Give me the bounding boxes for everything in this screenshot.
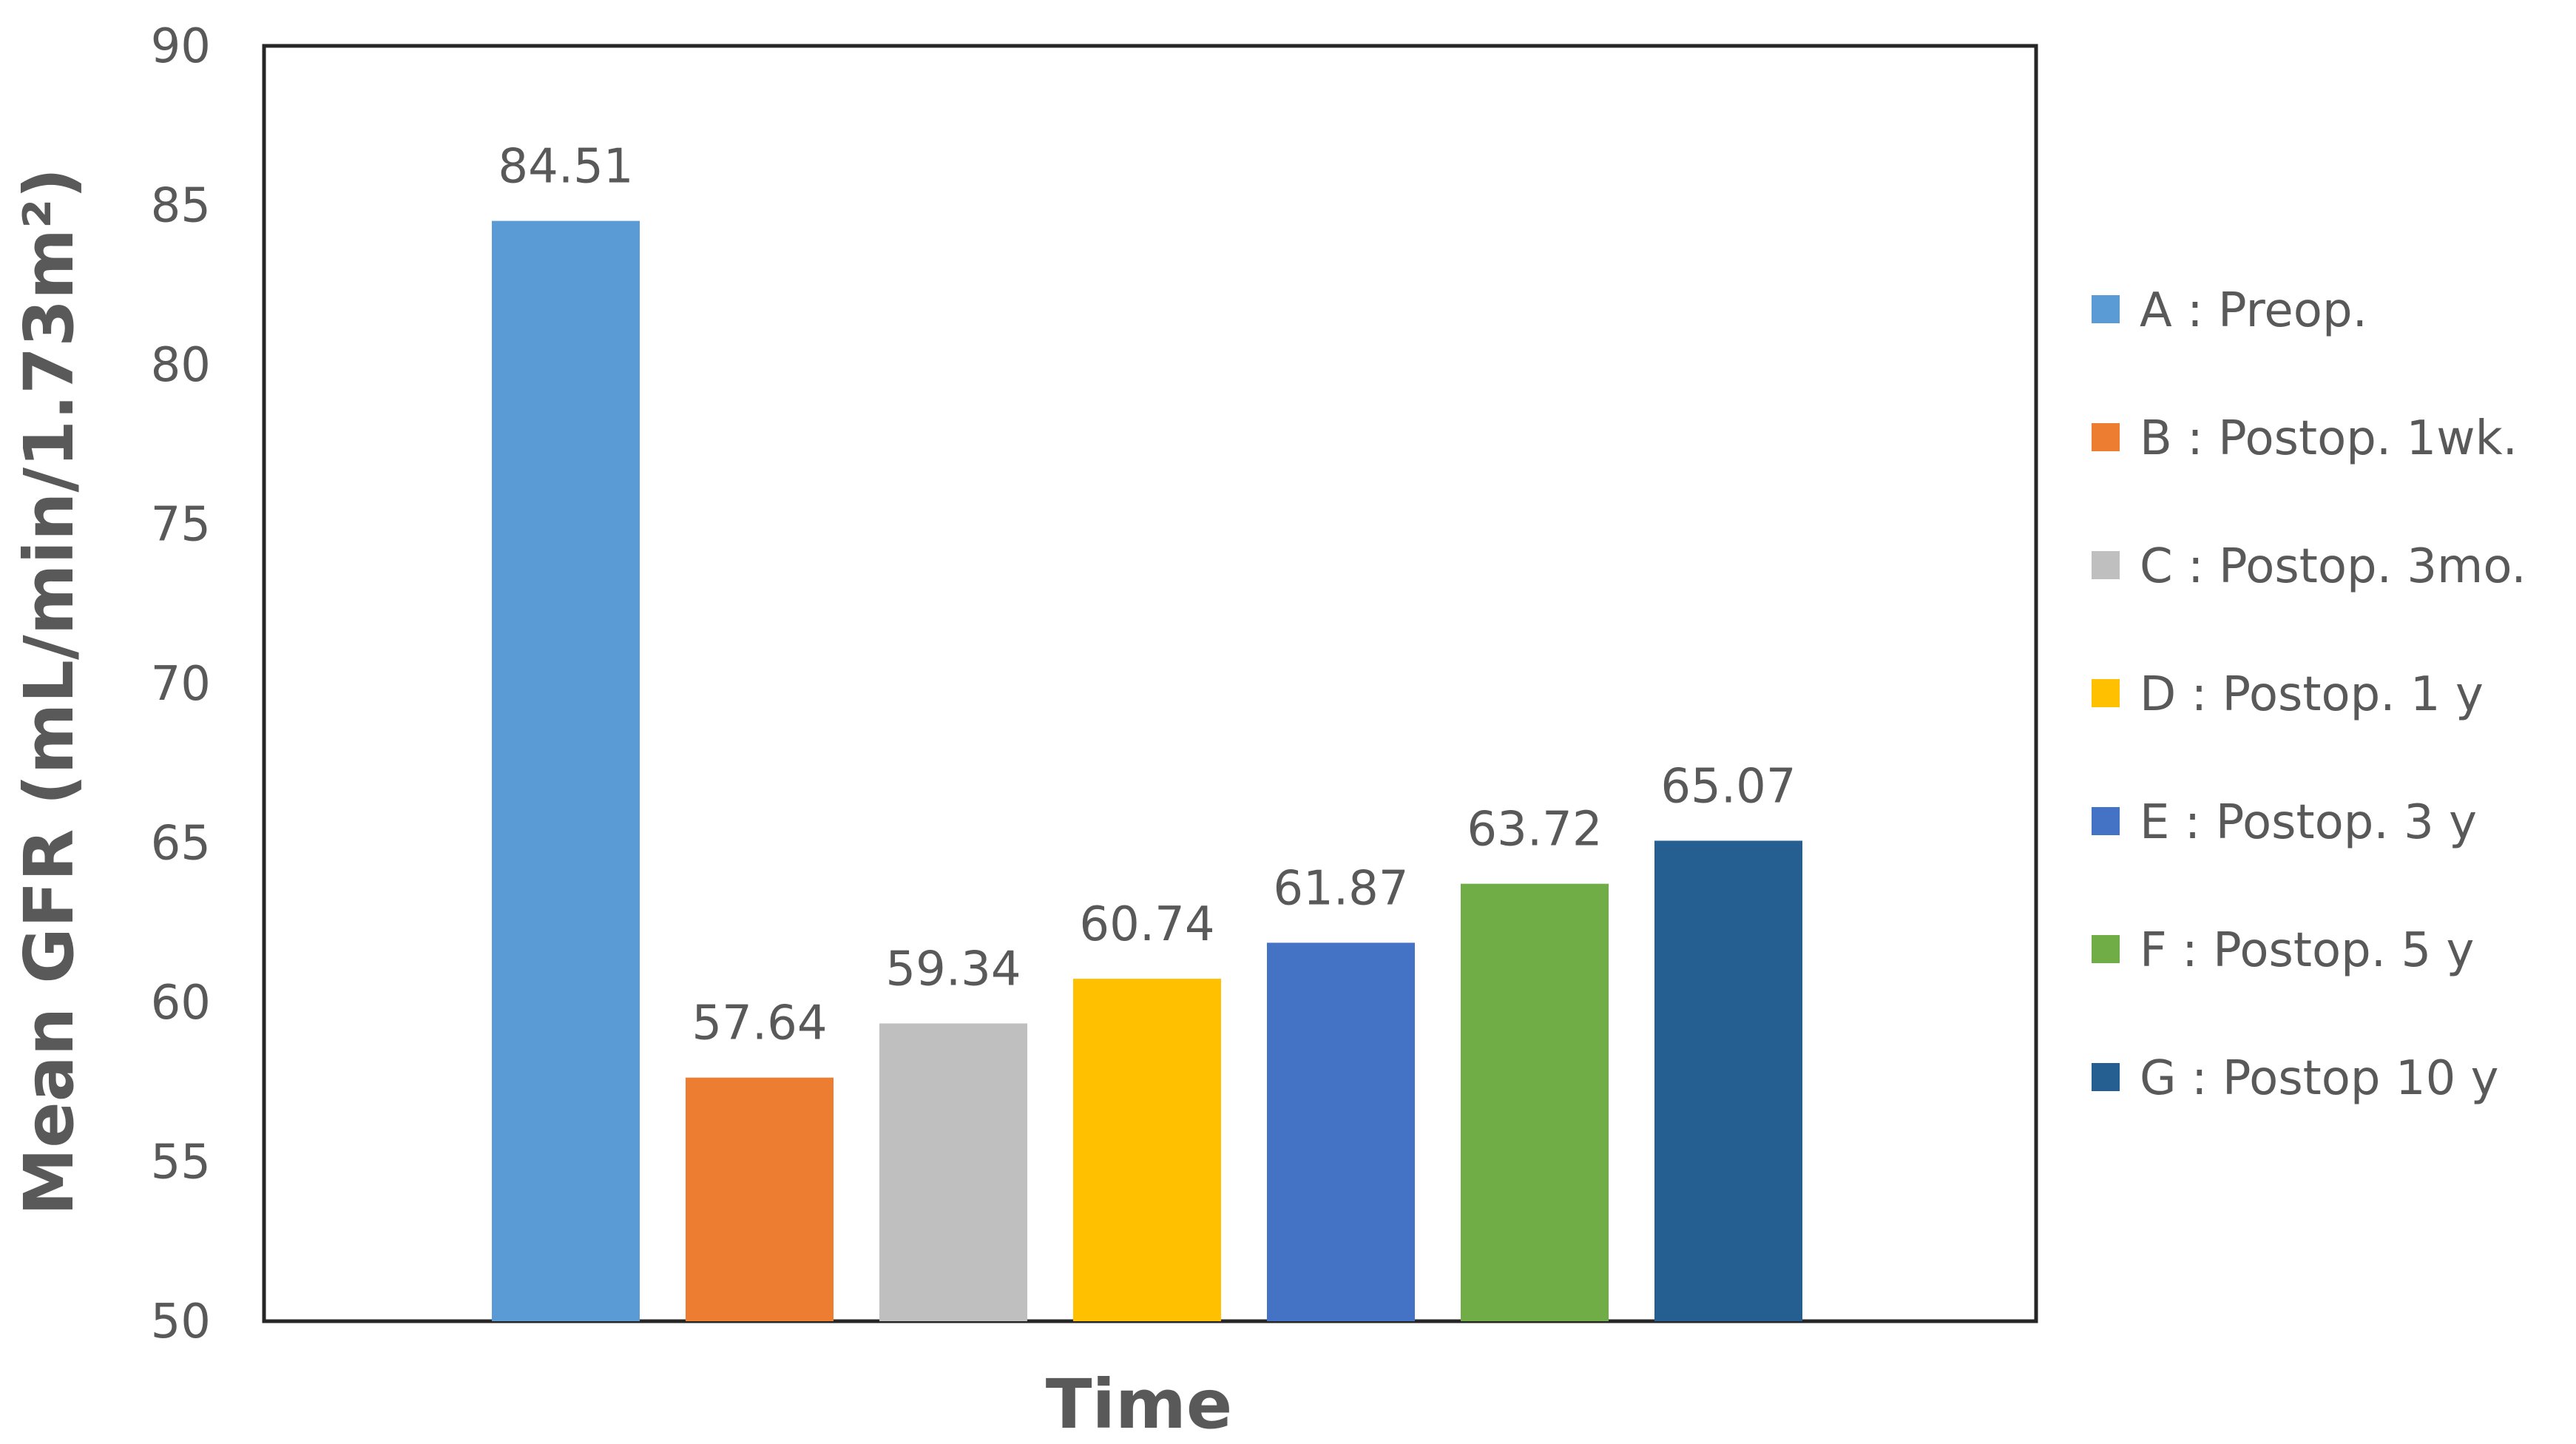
y-tick-label: 55 [151, 1136, 211, 1190]
y-tick-label: 75 [151, 498, 211, 553]
data-label: 65.07 [1660, 759, 1796, 814]
y-tick-label: 65 [151, 817, 211, 871]
data-label: 57.64 [692, 996, 827, 1051]
y-tick-label: 60 [151, 976, 211, 1030]
y-tick-label: 50 [151, 1295, 211, 1349]
legend-label: B : Postop. 1wk. [2140, 411, 2518, 466]
legend-swatch [2092, 295, 2120, 323]
data-label: 60.74 [1079, 897, 1214, 952]
legend-label: F : Postop. 5 y [2140, 923, 2474, 978]
data-label: 63.72 [1467, 803, 1602, 857]
legend-label: D : Postop. 1 y [2140, 667, 2484, 722]
y-tick-label: 80 [151, 338, 211, 393]
legend-label: E : Postop. 3 y [2140, 795, 2477, 850]
data-label: 61.87 [1273, 861, 1408, 916]
bar [1654, 840, 1802, 1321]
legend-swatch [2092, 551, 2120, 579]
data-label: 59.34 [885, 942, 1021, 996]
y-tick-label: 70 [151, 657, 211, 712]
bar [1461, 883, 1609, 1321]
legend-label: A : Preop. [2140, 283, 2367, 338]
bar [1267, 942, 1415, 1321]
legend-swatch [2092, 935, 2120, 963]
y-tick-label: 90 [151, 19, 211, 74]
bar [1073, 979, 1221, 1321]
data-label: 84.51 [498, 140, 633, 195]
bar [879, 1023, 1027, 1321]
legend-label: G : Postop 10 y [2140, 1051, 2499, 1106]
legend-swatch [2092, 679, 2120, 707]
bar [686, 1077, 834, 1321]
y-axis-title: Mean GFR (mL/min/1.73m²) [10, 168, 89, 1216]
legend-swatch [2092, 807, 2120, 835]
x-axis-title: Time [1046, 1365, 1233, 1444]
legend-label: C : Postop. 3mo. [2140, 539, 2526, 594]
bar [492, 220, 640, 1321]
legend-swatch [2092, 423, 2120, 451]
legend-swatch [2092, 1063, 2120, 1091]
y-tick-label: 85 [151, 179, 211, 234]
